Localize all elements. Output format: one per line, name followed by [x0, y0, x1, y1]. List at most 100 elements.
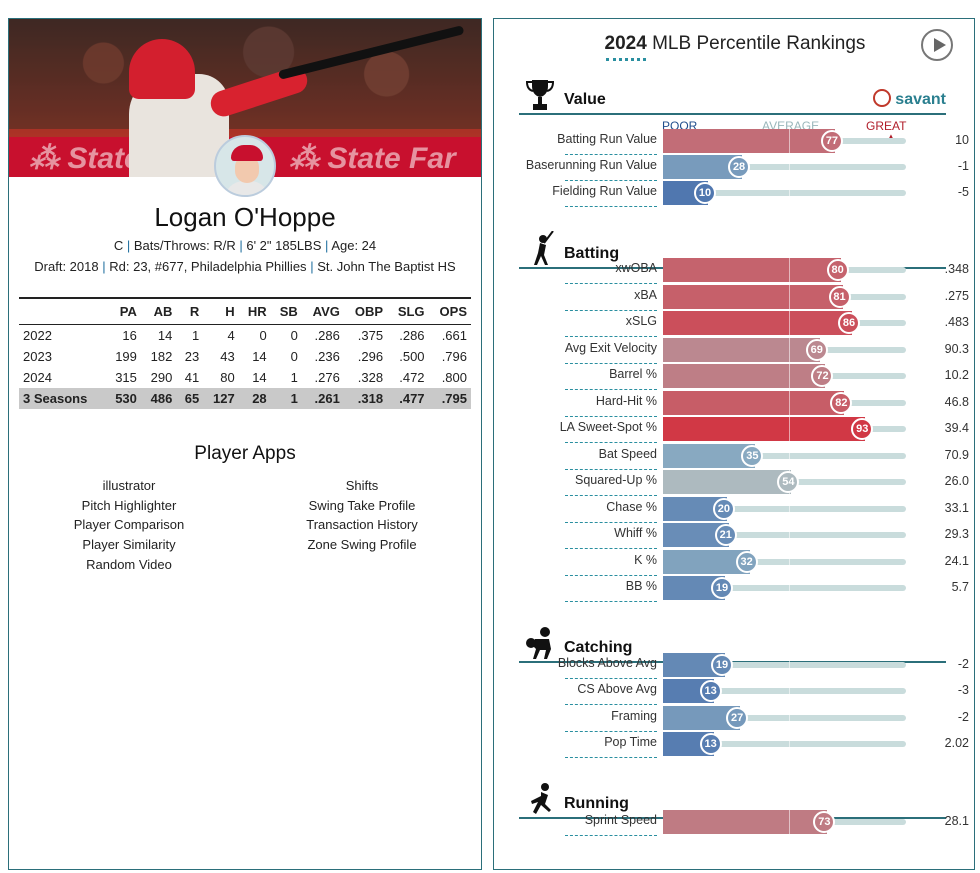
metric-label: Blocks Above Avg	[557, 656, 657, 670]
app-link[interactable]: Player Similarity	[82, 537, 176, 553]
stats-cell: 4	[227, 327, 235, 343]
stats-cell: 1	[290, 369, 298, 385]
metric-row: Chase % 20 33.1	[519, 497, 969, 523]
percentile-bubble[interactable]: 73	[813, 811, 836, 833]
stats-cell: 127	[203, 387, 239, 409]
metric-value: 26.0	[944, 474, 969, 488]
stats-cell: 3 Seasons	[19, 387, 106, 409]
percentile-bubble[interactable]: 82	[830, 392, 853, 414]
percentile-bubble[interactable]: 72	[811, 365, 834, 387]
metric-row: Avg Exit Velocity 69 90.3	[519, 338, 969, 364]
stats-header-row: PA AB R H HR SB AVG OBP SLG OPS	[19, 297, 471, 325]
app-link[interactable]: Pitch Highlighter	[81, 497, 177, 513]
metric-row: Whiff % 21 29.3	[519, 523, 969, 549]
percentile-bubble[interactable]: 27	[726, 707, 749, 729]
app-link[interactable]: Random Video	[86, 556, 172, 572]
batter-icon	[523, 230, 557, 267]
percentile-bubble[interactable]: 28	[728, 156, 751, 178]
metric-row: K % 32 24.1	[519, 550, 969, 576]
app-link[interactable]: Swing Take Profile	[308, 497, 416, 513]
metric-row: xBA 81 .275	[519, 285, 969, 311]
metric-row: LA Sweet-Spot % 93 39.4	[519, 417, 969, 443]
player-action-photo: ⁂ State ⁂ State Far	[9, 19, 481, 177]
percentile-bar	[663, 417, 866, 441]
percentile-bar	[663, 444, 756, 468]
percentile-bubble[interactable]: 54	[777, 471, 800, 493]
percentile-track	[663, 453, 906, 459]
percentile-track	[663, 532, 906, 538]
stats-cell: 315	[115, 369, 137, 385]
player-apps-title: Player Apps	[194, 443, 296, 464]
app-link[interactable]: illustrator	[102, 478, 156, 493]
stats-cell: 182	[150, 348, 173, 364]
percentile-bubble[interactable]: 21	[714, 524, 737, 546]
percentile-bubble[interactable]: 19	[711, 654, 733, 676]
percentile-bubble[interactable]: 77	[820, 130, 843, 152]
metric-value: 2.02	[944, 736, 969, 750]
percentile-track	[663, 741, 906, 747]
metric-value: 5.7	[951, 580, 969, 594]
percentile-bubble[interactable]: 69	[805, 339, 828, 361]
metric-label: Fielding Run Value	[552, 184, 657, 198]
app-link[interactable]: Zone Swing Profile	[307, 537, 417, 553]
percentile-bubble[interactable]: 80	[826, 259, 849, 281]
section-title: Running	[564, 795, 629, 812]
metric-label: LA Sweet-Spot %	[559, 420, 657, 434]
stats-cell: 290	[150, 369, 173, 385]
metric-label: CS Above Avg	[577, 682, 657, 696]
percentile-track	[663, 662, 906, 668]
stats-cell: .800	[441, 369, 467, 385]
stats-header-cell: SB	[270, 297, 302, 325]
stats-header-cell: OBP	[343, 297, 388, 325]
stats-cell: 0	[290, 327, 298, 343]
app-link[interactable]: Shifts	[345, 478, 379, 493]
stats-cell: .286	[314, 327, 340, 343]
stats-cell: 80	[220, 369, 235, 385]
metric-label: Baserunning Run Value	[525, 158, 657, 172]
metric-value: -5	[957, 185, 969, 199]
stats-header-cell	[19, 297, 106, 325]
metric-row: Framing 27 -2	[519, 706, 969, 732]
metric-row: BB % 19 5.7	[519, 576, 969, 602]
stats-header-cell: SLG	[387, 297, 429, 325]
metric-value: 10	[955, 133, 969, 147]
percentile-bubble[interactable]: 32	[735, 551, 758, 573]
metric-label: xBA	[634, 288, 657, 302]
app-link[interactable]: Player Comparison	[73, 517, 185, 533]
percentile-bubble[interactable]: 20	[712, 498, 735, 520]
stats-cell: .286	[399, 327, 425, 343]
metric-value: .483	[944, 315, 969, 329]
stats-cell: .796	[441, 348, 467, 364]
metric-label: Barrel %	[609, 367, 657, 381]
percentile-bubble[interactable]: 35	[741, 445, 764, 467]
percentile-bubble[interactable]: 86	[838, 312, 860, 334]
metric-row: CS Above Avg 13 -3	[519, 679, 969, 705]
percentile-bubble[interactable]: 13	[699, 680, 722, 702]
percentile-bubble[interactable]: 81	[828, 286, 851, 308]
percentile-bubble[interactable]: 13	[699, 733, 722, 755]
metric-value: 70.9	[944, 448, 969, 462]
stats-cell: 43	[220, 348, 235, 364]
stats-cell: 0	[259, 327, 267, 343]
percentile-bubble[interactable]: 10	[693, 182, 716, 204]
play-icon[interactable]	[921, 29, 953, 61]
savant-logo[interactable]: savant	[873, 89, 946, 109]
percentile-bubble[interactable]: 19	[711, 577, 733, 599]
stats-cell: .477	[387, 387, 429, 409]
percentile-bubble[interactable]: 93	[851, 418, 874, 440]
stats-cell: 14	[252, 369, 267, 385]
stats-cell: 28	[238, 387, 271, 409]
metric-label: BB %	[625, 579, 657, 593]
app-link[interactable]: Transaction History	[306, 517, 418, 533]
rankings-title: 2024 MLB Percentile Rankings	[604, 33, 866, 54]
stats-header-cell: HR	[238, 297, 271, 325]
stats-header-cell: R	[176, 297, 204, 325]
percentile-track	[663, 190, 906, 196]
percentile-track	[663, 715, 906, 721]
metric-row: Squared-Up % 54 26.0	[519, 470, 969, 496]
stats-cell: 486	[140, 387, 177, 409]
percentile-bar	[663, 550, 750, 574]
metric-value: 29.3	[944, 527, 969, 541]
metric-label: Avg Exit Velocity	[564, 341, 657, 355]
stats-cell: .472	[399, 369, 425, 385]
